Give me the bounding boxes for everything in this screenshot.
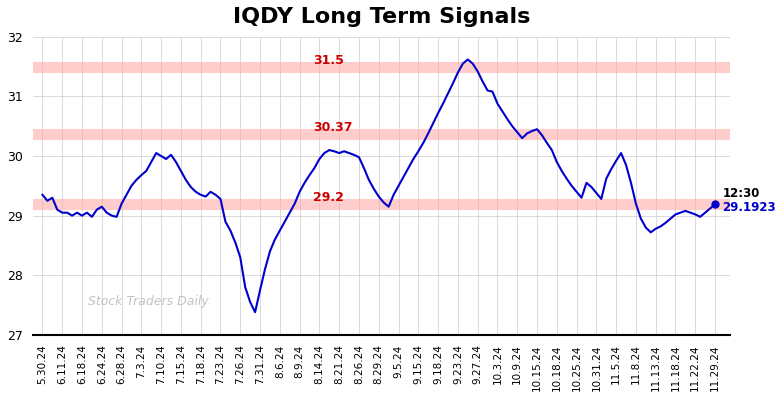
Text: 30.37: 30.37 [314, 121, 353, 134]
Text: 12:30: 12:30 [723, 187, 760, 200]
Text: Stock Traders Daily: Stock Traders Daily [89, 295, 209, 308]
Text: 31.5: 31.5 [314, 54, 344, 66]
Text: 29.2: 29.2 [314, 191, 344, 204]
Text: 29.1923: 29.1923 [723, 201, 776, 215]
Title: IQDY Long Term Signals: IQDY Long Term Signals [233, 7, 530, 27]
